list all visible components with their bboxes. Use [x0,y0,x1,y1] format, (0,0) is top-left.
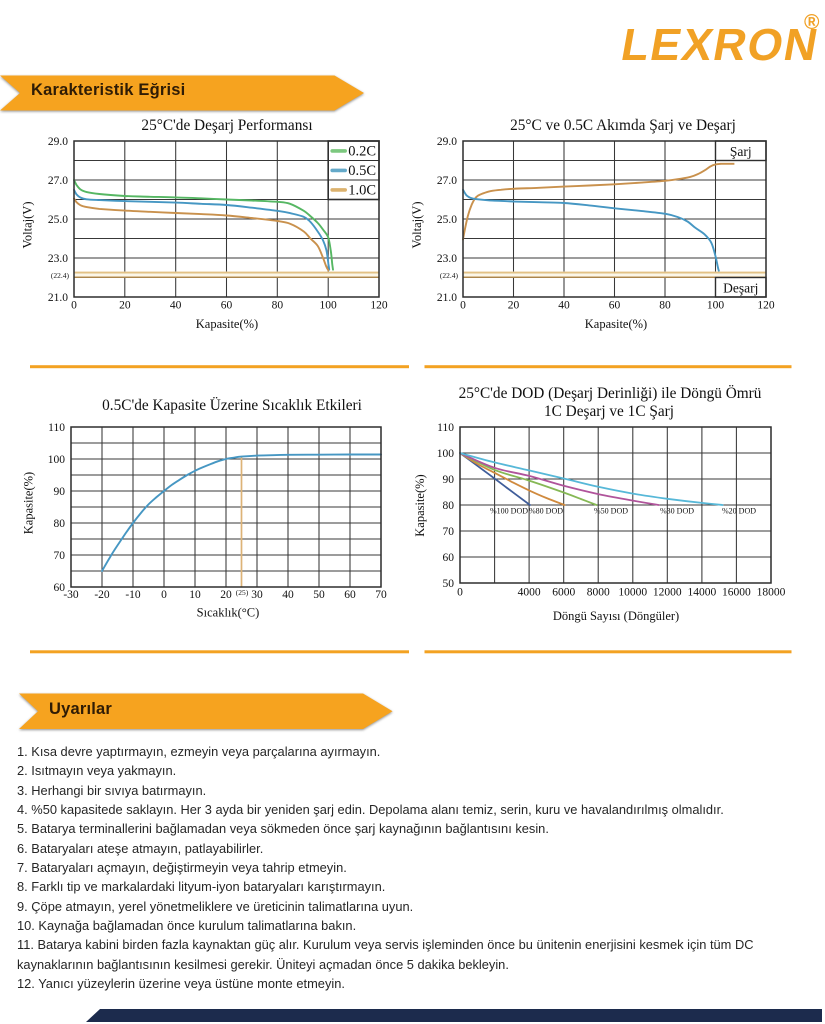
svg-text:Deşarj: Deşarj [723,281,758,296]
svg-text:23.0: 23.0 [437,253,457,265]
svg-text:60: 60 [54,582,66,594]
svg-text:12000: 12000 [653,587,682,599]
svg-text:23.0: 23.0 [48,253,68,265]
svg-text:21.0: 21.0 [437,292,457,304]
svg-text:25°C'de Deşarj Performansı: 25°C'de Deşarj Performansı [141,117,312,134]
svg-text:(22.4): (22.4) [440,271,459,280]
svg-text:70: 70 [375,589,387,601]
svg-text:40: 40 [170,300,182,312]
svg-text:80: 80 [272,300,284,312]
svg-text:Kapasite(%): Kapasite(%) [413,474,427,536]
svg-text:%100 DOD: %100 DOD [490,507,528,516]
svg-text:27.0: 27.0 [48,175,68,187]
svg-text:6000: 6000 [552,587,575,599]
svg-text:50: 50 [313,589,325,601]
svg-text:21.0: 21.0 [48,292,68,304]
svg-text:Kapasite(%): Kapasite(%) [196,317,258,331]
svg-text:110: 110 [437,422,454,434]
svg-text:0.2C: 0.2C [348,144,376,160]
svg-text:20: 20 [119,300,131,312]
svg-text:120: 120 [370,300,388,312]
svg-text:0.5C'de Kapasite Üzerine Sıcak: 0.5C'de Kapasite Üzerine Sıcaklık Etkile… [102,397,362,414]
svg-text:25.0: 25.0 [437,214,457,226]
svg-text:60: 60 [609,300,621,312]
svg-text:90: 90 [443,474,455,486]
svg-text:20: 20 [220,589,232,601]
svg-text:100: 100 [707,300,725,312]
svg-text:14000: 14000 [688,587,717,599]
svg-text:110: 110 [48,422,65,434]
svg-text:8000: 8000 [587,587,610,599]
svg-text:29.0: 29.0 [48,136,68,148]
svg-text:80: 80 [659,300,671,312]
svg-text:-20: -20 [94,589,110,601]
svg-text:0.5C: 0.5C [348,163,376,179]
svg-text:40: 40 [558,300,570,312]
svg-text:100: 100 [320,300,338,312]
svg-text:100: 100 [437,448,455,460]
svg-text:80: 80 [54,518,66,530]
svg-text:Kapasite(%): Kapasite(%) [585,317,647,331]
svg-text:4000: 4000 [518,587,541,599]
svg-text:1.0C: 1.0C [348,183,376,199]
svg-text:0: 0 [161,589,167,601]
svg-text:0: 0 [457,587,463,599]
svg-text:Döngü Sayısı (Döngüler): Döngü Sayısı (Döngüler) [553,609,679,623]
svg-text:Sıcaklık(°C): Sıcaklık(°C) [197,606,260,620]
svg-text:10: 10 [189,589,201,601]
svg-text:27.0: 27.0 [437,175,457,187]
svg-text:0: 0 [460,300,466,312]
svg-text:20: 20 [508,300,520,312]
svg-text:25.0: 25.0 [48,214,68,226]
svg-text:-30: -30 [63,589,79,601]
svg-text:Voltaj(V): Voltaj(V) [410,202,424,249]
svg-text:70: 70 [54,550,66,562]
svg-text:60: 60 [221,300,233,312]
svg-text:100: 100 [48,454,66,466]
svg-text:60: 60 [443,552,455,564]
svg-text:40: 40 [282,589,294,601]
svg-text:(22.4): (22.4) [51,271,70,280]
svg-text:0: 0 [71,300,77,312]
svg-text:-10: -10 [125,589,141,601]
svg-text:Voltaj(V): Voltaj(V) [21,202,35,249]
svg-text:%50 DOD: %50 DOD [594,507,628,516]
svg-text:25°C ve 0.5C Akımda Şarj ve De: 25°C ve 0.5C Akımda Şarj ve Deşarj [510,117,736,134]
svg-text:120: 120 [757,300,775,312]
svg-text:Şarj: Şarj [730,144,752,159]
svg-text:70: 70 [443,526,455,538]
svg-text:60: 60 [344,589,356,601]
svg-text:25°C'de DOD (Deşarj Derinliği): 25°C'de DOD (Deşarj Derinliği) ile Döngü… [459,385,762,402]
svg-text:18000: 18000 [757,587,786,599]
svg-text:16000: 16000 [722,587,751,599]
svg-text:%30 DOD: %30 DOD [660,507,694,516]
svg-text:1C Deşarj ve 1C Şarj: 1C Deşarj ve 1C Şarj [544,403,674,420]
svg-text:90: 90 [54,486,66,498]
svg-text:50: 50 [443,578,455,590]
svg-text:10000: 10000 [618,587,647,599]
svg-text:29.0: 29.0 [437,136,457,148]
svg-text:30: 30 [251,589,263,601]
svg-text:%20 DOD: %20 DOD [722,507,756,516]
svg-text:(25): (25) [236,588,249,597]
svg-text:%80 DOD: %80 DOD [529,507,563,516]
svg-text:80: 80 [443,500,455,512]
svg-text:Kapasite(%): Kapasite(%) [22,472,36,534]
